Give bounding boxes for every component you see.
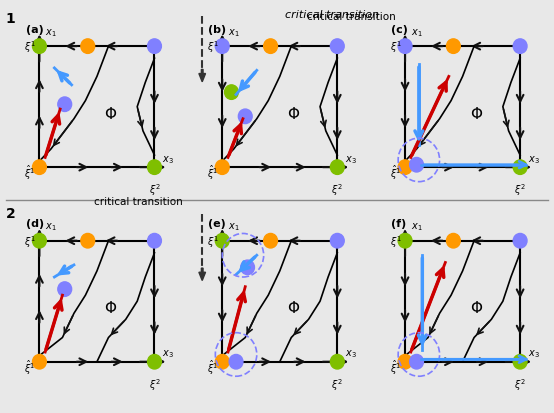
Text: $\xi^2$: $\xi^2$ xyxy=(148,182,160,198)
Circle shape xyxy=(33,40,47,54)
Circle shape xyxy=(330,355,344,369)
Text: $\xi^1$: $\xi^1$ xyxy=(390,39,402,55)
Text: $\hat{\xi}^1$: $\hat{\xi}^1$ xyxy=(207,358,218,376)
Circle shape xyxy=(216,355,229,369)
Circle shape xyxy=(81,40,95,54)
Circle shape xyxy=(330,161,344,175)
Circle shape xyxy=(447,40,460,54)
Text: 1: 1 xyxy=(6,12,16,26)
Circle shape xyxy=(447,234,460,248)
Text: $x_1$: $x_1$ xyxy=(411,221,423,233)
Text: $\Phi$: $\Phi$ xyxy=(104,299,117,316)
Circle shape xyxy=(33,355,47,369)
Text: $\xi^1$: $\xi^1$ xyxy=(207,233,219,249)
Text: $\Phi$: $\Phi$ xyxy=(104,105,117,121)
Text: $x_3$: $x_3$ xyxy=(345,154,357,165)
Circle shape xyxy=(398,40,412,54)
Text: $\xi^2$: $\xi^2$ xyxy=(514,182,526,198)
Circle shape xyxy=(264,234,278,248)
Circle shape xyxy=(216,234,229,248)
Text: $\hat{\xi}^1$: $\hat{\xi}^1$ xyxy=(24,164,35,182)
Circle shape xyxy=(409,158,423,173)
Text: $\xi^1$: $\xi^1$ xyxy=(24,39,37,55)
Circle shape xyxy=(147,234,161,248)
Text: $x_3$: $x_3$ xyxy=(528,348,540,359)
Text: $x_1$: $x_1$ xyxy=(411,27,423,38)
Text: (f): (f) xyxy=(391,218,407,229)
Text: $\xi^2$: $\xi^2$ xyxy=(148,376,160,392)
Circle shape xyxy=(147,355,161,369)
Circle shape xyxy=(81,234,95,248)
Circle shape xyxy=(330,234,344,248)
Text: $x_1$: $x_1$ xyxy=(45,221,57,233)
Circle shape xyxy=(240,261,254,275)
Circle shape xyxy=(33,161,47,175)
Text: $x_3$: $x_3$ xyxy=(162,154,174,165)
Text: $\hat{\xi}^1$: $\hat{\xi}^1$ xyxy=(24,358,35,376)
Text: $x_1$: $x_1$ xyxy=(45,27,57,38)
Circle shape xyxy=(513,355,527,369)
Text: $\hat{\xi}^1$: $\hat{\xi}^1$ xyxy=(207,164,218,182)
Text: $x_3$: $x_3$ xyxy=(345,348,357,359)
Text: $\Phi$: $\Phi$ xyxy=(287,105,300,121)
Text: $\xi^2$: $\xi^2$ xyxy=(331,376,343,392)
Text: $\xi^1$: $\xi^1$ xyxy=(207,39,219,55)
Text: $x_3$: $x_3$ xyxy=(528,154,540,165)
Text: $\xi^2$: $\xi^2$ xyxy=(514,376,526,392)
Circle shape xyxy=(398,355,412,369)
Circle shape xyxy=(513,234,527,248)
Circle shape xyxy=(264,40,278,54)
Text: $\hat{\xi}^1$: $\hat{\xi}^1$ xyxy=(390,358,401,376)
Circle shape xyxy=(238,110,252,124)
Circle shape xyxy=(513,161,527,175)
Circle shape xyxy=(58,282,71,297)
Circle shape xyxy=(147,40,161,54)
Text: critical transition: critical transition xyxy=(285,10,379,20)
Text: critical transition: critical transition xyxy=(307,12,396,22)
Text: $x_1$: $x_1$ xyxy=(228,27,240,38)
Text: $x_3$: $x_3$ xyxy=(162,348,174,359)
Text: (a): (a) xyxy=(25,24,43,35)
Circle shape xyxy=(513,40,527,54)
Text: $\hat{\xi}^1$: $\hat{\xi}^1$ xyxy=(390,164,401,182)
Circle shape xyxy=(229,355,243,369)
Text: $\xi^2$: $\xi^2$ xyxy=(331,182,343,198)
Text: (e): (e) xyxy=(208,218,226,229)
Circle shape xyxy=(398,161,412,175)
Circle shape xyxy=(216,40,229,54)
Circle shape xyxy=(216,161,229,175)
Circle shape xyxy=(147,161,161,175)
Circle shape xyxy=(33,234,47,248)
Circle shape xyxy=(224,85,238,100)
Circle shape xyxy=(58,98,71,112)
Circle shape xyxy=(330,40,344,54)
Text: 2: 2 xyxy=(6,206,16,221)
Text: (c): (c) xyxy=(391,24,408,35)
Circle shape xyxy=(398,234,412,248)
Text: $\Phi$: $\Phi$ xyxy=(470,105,483,121)
Text: $\xi^1$: $\xi^1$ xyxy=(390,233,402,249)
Text: (b): (b) xyxy=(208,24,227,35)
Text: $\Phi$: $\Phi$ xyxy=(470,299,483,316)
Text: (d): (d) xyxy=(25,218,44,229)
Text: $\Phi$: $\Phi$ xyxy=(287,299,300,316)
Text: $\xi^1$: $\xi^1$ xyxy=(24,233,37,249)
Circle shape xyxy=(409,355,423,369)
Text: critical transition: critical transition xyxy=(94,197,183,206)
Text: $x_1$: $x_1$ xyxy=(228,221,240,233)
